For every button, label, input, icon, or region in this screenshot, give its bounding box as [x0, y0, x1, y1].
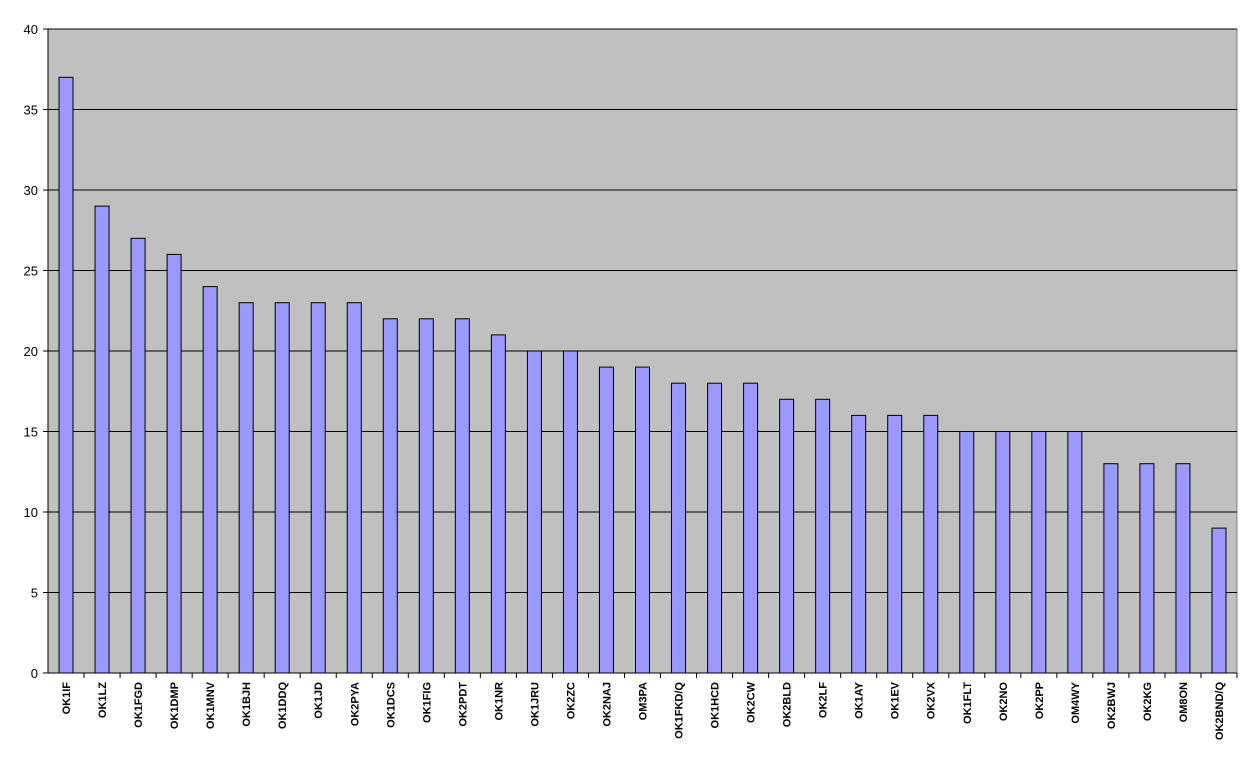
x-tick-label: OK2NAJ: [601, 682, 613, 727]
x-tick-label: OK2PDT: [457, 682, 469, 727]
x-tick-label: OK2CW: [746, 681, 758, 723]
bar: [851, 414, 867, 674]
y-tick-label: 15: [24, 425, 38, 440]
bar: [887, 414, 903, 674]
x-tick-label: OK2NO: [998, 682, 1010, 722]
x-tick-label: OK1IF: [61, 682, 73, 715]
x-tick-label: OK2PYA: [349, 682, 361, 726]
x-tick-label: OK1FKD/Q: [674, 682, 686, 739]
bar: [707, 382, 723, 674]
y-tick-label: 35: [24, 103, 38, 118]
bar: [562, 350, 578, 674]
bar: [94, 205, 110, 674]
x-tick-label: OK1NR: [493, 682, 505, 721]
bar: [418, 318, 434, 674]
x-tick-label: OK1EV: [890, 681, 902, 719]
bar: [598, 366, 614, 674]
x-tick-label: OM3PA: [638, 682, 650, 720]
bar: [959, 431, 975, 674]
x-tick-label: OK2KG: [1142, 682, 1154, 721]
x-tick-label: OK1AY: [854, 681, 866, 719]
bar: [923, 414, 939, 674]
bar: [202, 286, 218, 674]
bar: [1067, 431, 1083, 674]
x-tick-label: OM8ON: [1178, 682, 1190, 722]
bar: [635, 366, 650, 674]
bar: [671, 382, 687, 674]
bar: [130, 237, 146, 674]
x-tick-label: OM4WY: [1070, 681, 1082, 723]
bar: [274, 302, 290, 674]
bar: [346, 302, 362, 674]
x-tick-label: OK1LZ: [97, 682, 109, 718]
x-tick-label: OK1FGD: [133, 682, 145, 728]
bar: [1211, 527, 1227, 674]
x-tick-label: OK2PP: [1034, 682, 1046, 719]
y-tick-label: 30: [24, 183, 38, 198]
bar: [310, 302, 326, 674]
bar: [1139, 463, 1155, 674]
y-tick-label: 10: [24, 505, 38, 520]
x-tick-label: OK2BND/Q: [1214, 682, 1226, 741]
bar: [995, 431, 1011, 674]
bar: [743, 382, 759, 674]
bar: [526, 350, 542, 674]
bar: [238, 302, 254, 674]
y-tick-label: 20: [24, 344, 38, 359]
bar: [1175, 463, 1191, 674]
y-tick-label: 40: [24, 22, 38, 37]
bar: [1031, 431, 1047, 674]
bar: [779, 398, 795, 674]
y-tick-label: 5: [31, 586, 38, 601]
x-tick-label: OK1JD: [313, 682, 325, 719]
x-tick-label: OK2ZC: [565, 682, 577, 719]
x-tick-label: OK1DDQ: [277, 682, 289, 730]
x-tick-label: OK1FIG: [421, 682, 433, 723]
bar: [1103, 463, 1119, 674]
bar: [166, 253, 182, 674]
x-tick-label: OK1BJH: [241, 682, 253, 727]
x-tick-label: OK2BLD: [782, 682, 794, 727]
x-tick-label: OK2LF: [818, 682, 830, 718]
x-tick-label: OK2BWJ: [1106, 682, 1118, 729]
y-tick-label: 25: [24, 264, 38, 279]
x-tick-label: OK1FLT: [962, 682, 974, 724]
bar: [454, 318, 470, 674]
y-tick-label: 0: [31, 666, 38, 681]
x-tick-label: OK1JRU: [529, 682, 541, 727]
x-tick-label: OK2VX: [926, 681, 938, 719]
bar: [382, 318, 398, 674]
bar: [815, 398, 831, 674]
x-tick-label: OK1MNV: [205, 681, 217, 729]
x-tick-label: OK1HCD: [710, 682, 722, 729]
bar: [58, 76, 74, 674]
x-tick-label: OK1DCS: [385, 682, 397, 728]
x-tick-label: OK1DMP: [169, 682, 181, 729]
bar: [490, 334, 506, 674]
